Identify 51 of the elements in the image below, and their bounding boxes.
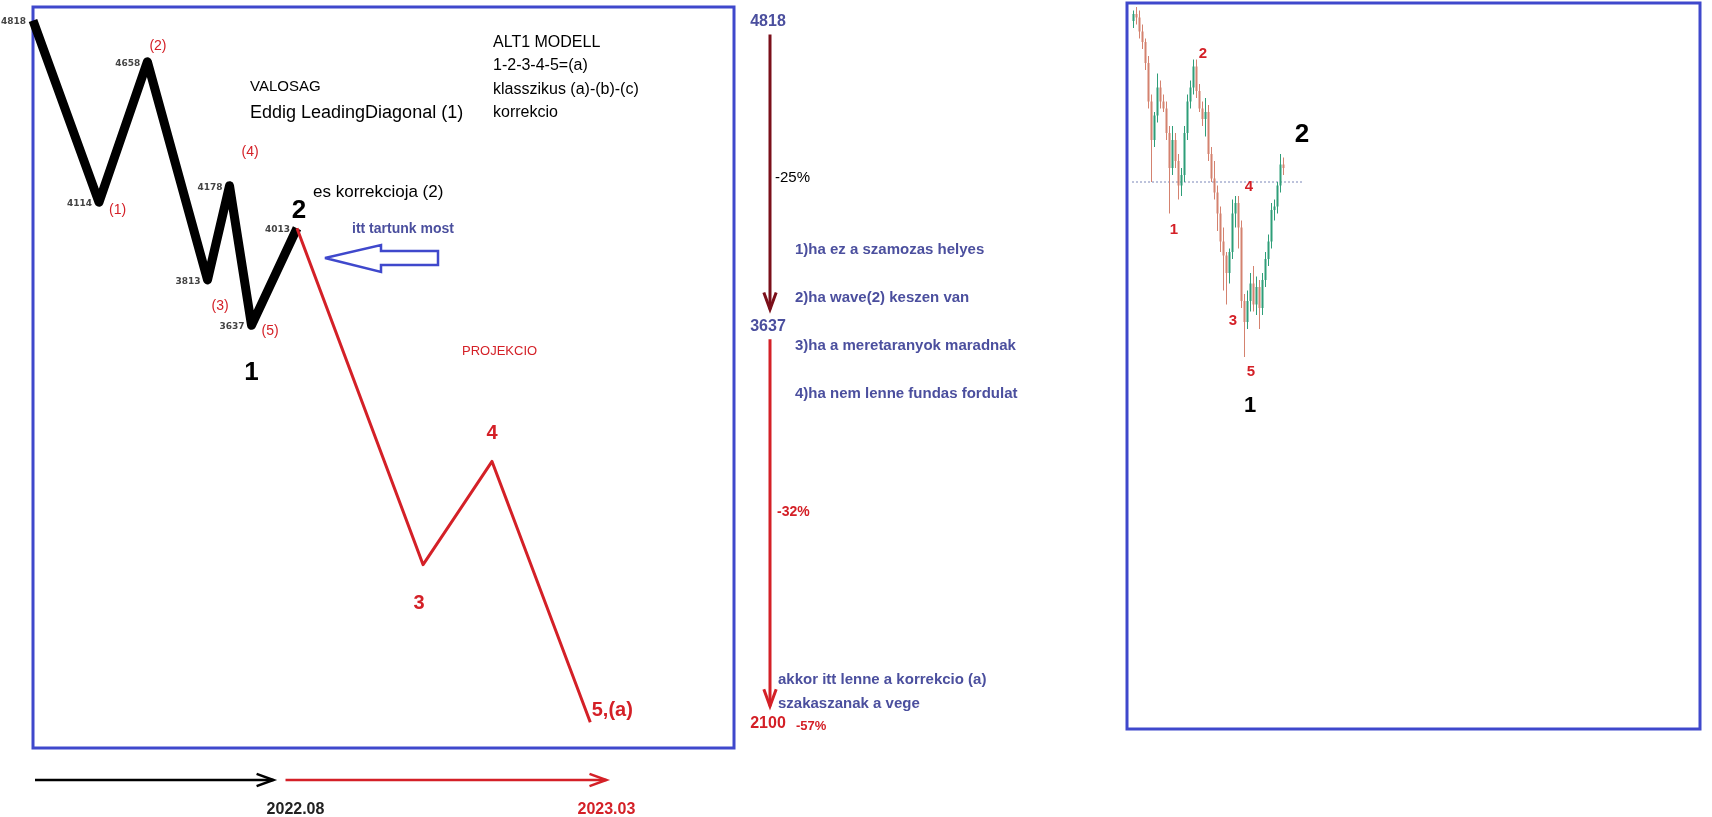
- data-label: 3813: [175, 275, 201, 286]
- data-label: 4178: [197, 181, 223, 192]
- y-tick-label: 4818: [750, 12, 786, 30]
- annotation: 3: [1228, 311, 1238, 328]
- text: akkor itt lenne a korrekcio (a): [778, 670, 987, 687]
- text: -32%: [777, 503, 811, 519]
- annotation: ALT1 MODELL: [493, 33, 601, 50]
- annotation: klasszikus (a)-(b)-(c): [493, 80, 639, 97]
- y-tick-label: 2100: [750, 714, 786, 732]
- x-tick-label: 2023.03: [577, 800, 636, 817]
- data-label: 4658: [115, 57, 141, 68]
- annotation: itt tartunk most: [352, 220, 455, 236]
- data-label: 4818: [0, 16, 26, 27]
- annotation: Eddig LeadingDiagonal (1): [250, 102, 464, 122]
- annotation: (1): [108, 201, 127, 218]
- data-label: 4013: [264, 224, 290, 235]
- candlestick: [1255, 276, 1258, 316]
- text: 5: [1246, 362, 1256, 379]
- candlestick: [1258, 279, 1261, 330]
- annotation: 1: [1169, 220, 1179, 237]
- text: -57%: [796, 718, 827, 733]
- annotation: 1: [244, 356, 259, 387]
- candlestick: [1159, 80, 1162, 109]
- annotation: 2: [291, 194, 307, 225]
- text: 2: [1294, 118, 1310, 148]
- annotation: (5): [261, 322, 279, 339]
- data-label: 4114: [66, 198, 92, 209]
- text: 2)ha wave(2) keszen van: [795, 288, 970, 305]
- text: 3)ha a meretaranyok maradnak: [795, 336, 1017, 353]
- annotation: (2): [149, 36, 167, 53]
- text: 1)ha ez a szamozas helyes: [795, 240, 985, 257]
- annotation: korrekcio: [493, 103, 559, 120]
- text: 1: [1243, 392, 1257, 417]
- annotation: (3): [211, 296, 229, 313]
- annotation: 2: [1198, 44, 1208, 61]
- annotation: 5,(a): [591, 698, 633, 721]
- text: 4)ha nem lenne fundas fordulat: [795, 384, 1018, 401]
- x-tick-label: 2022.08: [266, 800, 325, 817]
- y-tick-label: 3637: [750, 317, 786, 335]
- annotation: 3: [413, 590, 425, 613]
- annotation: 4: [1244, 177, 1254, 194]
- annotation: (4): [241, 142, 259, 159]
- text: szakaszanak a vege: [778, 694, 920, 711]
- annotation: 1-2-3-4-5=(a): [493, 56, 588, 73]
- data-label: 3637: [219, 321, 245, 332]
- annotation: VALOSAG: [250, 77, 321, 94]
- annotation: PROJEKCIO: [462, 343, 538, 358]
- annotation: 4: [486, 421, 499, 444]
- candlestick: [1252, 265, 1255, 312]
- annotation: es korrekcioja (2): [313, 182, 444, 201]
- text: -25%: [775, 168, 811, 185]
